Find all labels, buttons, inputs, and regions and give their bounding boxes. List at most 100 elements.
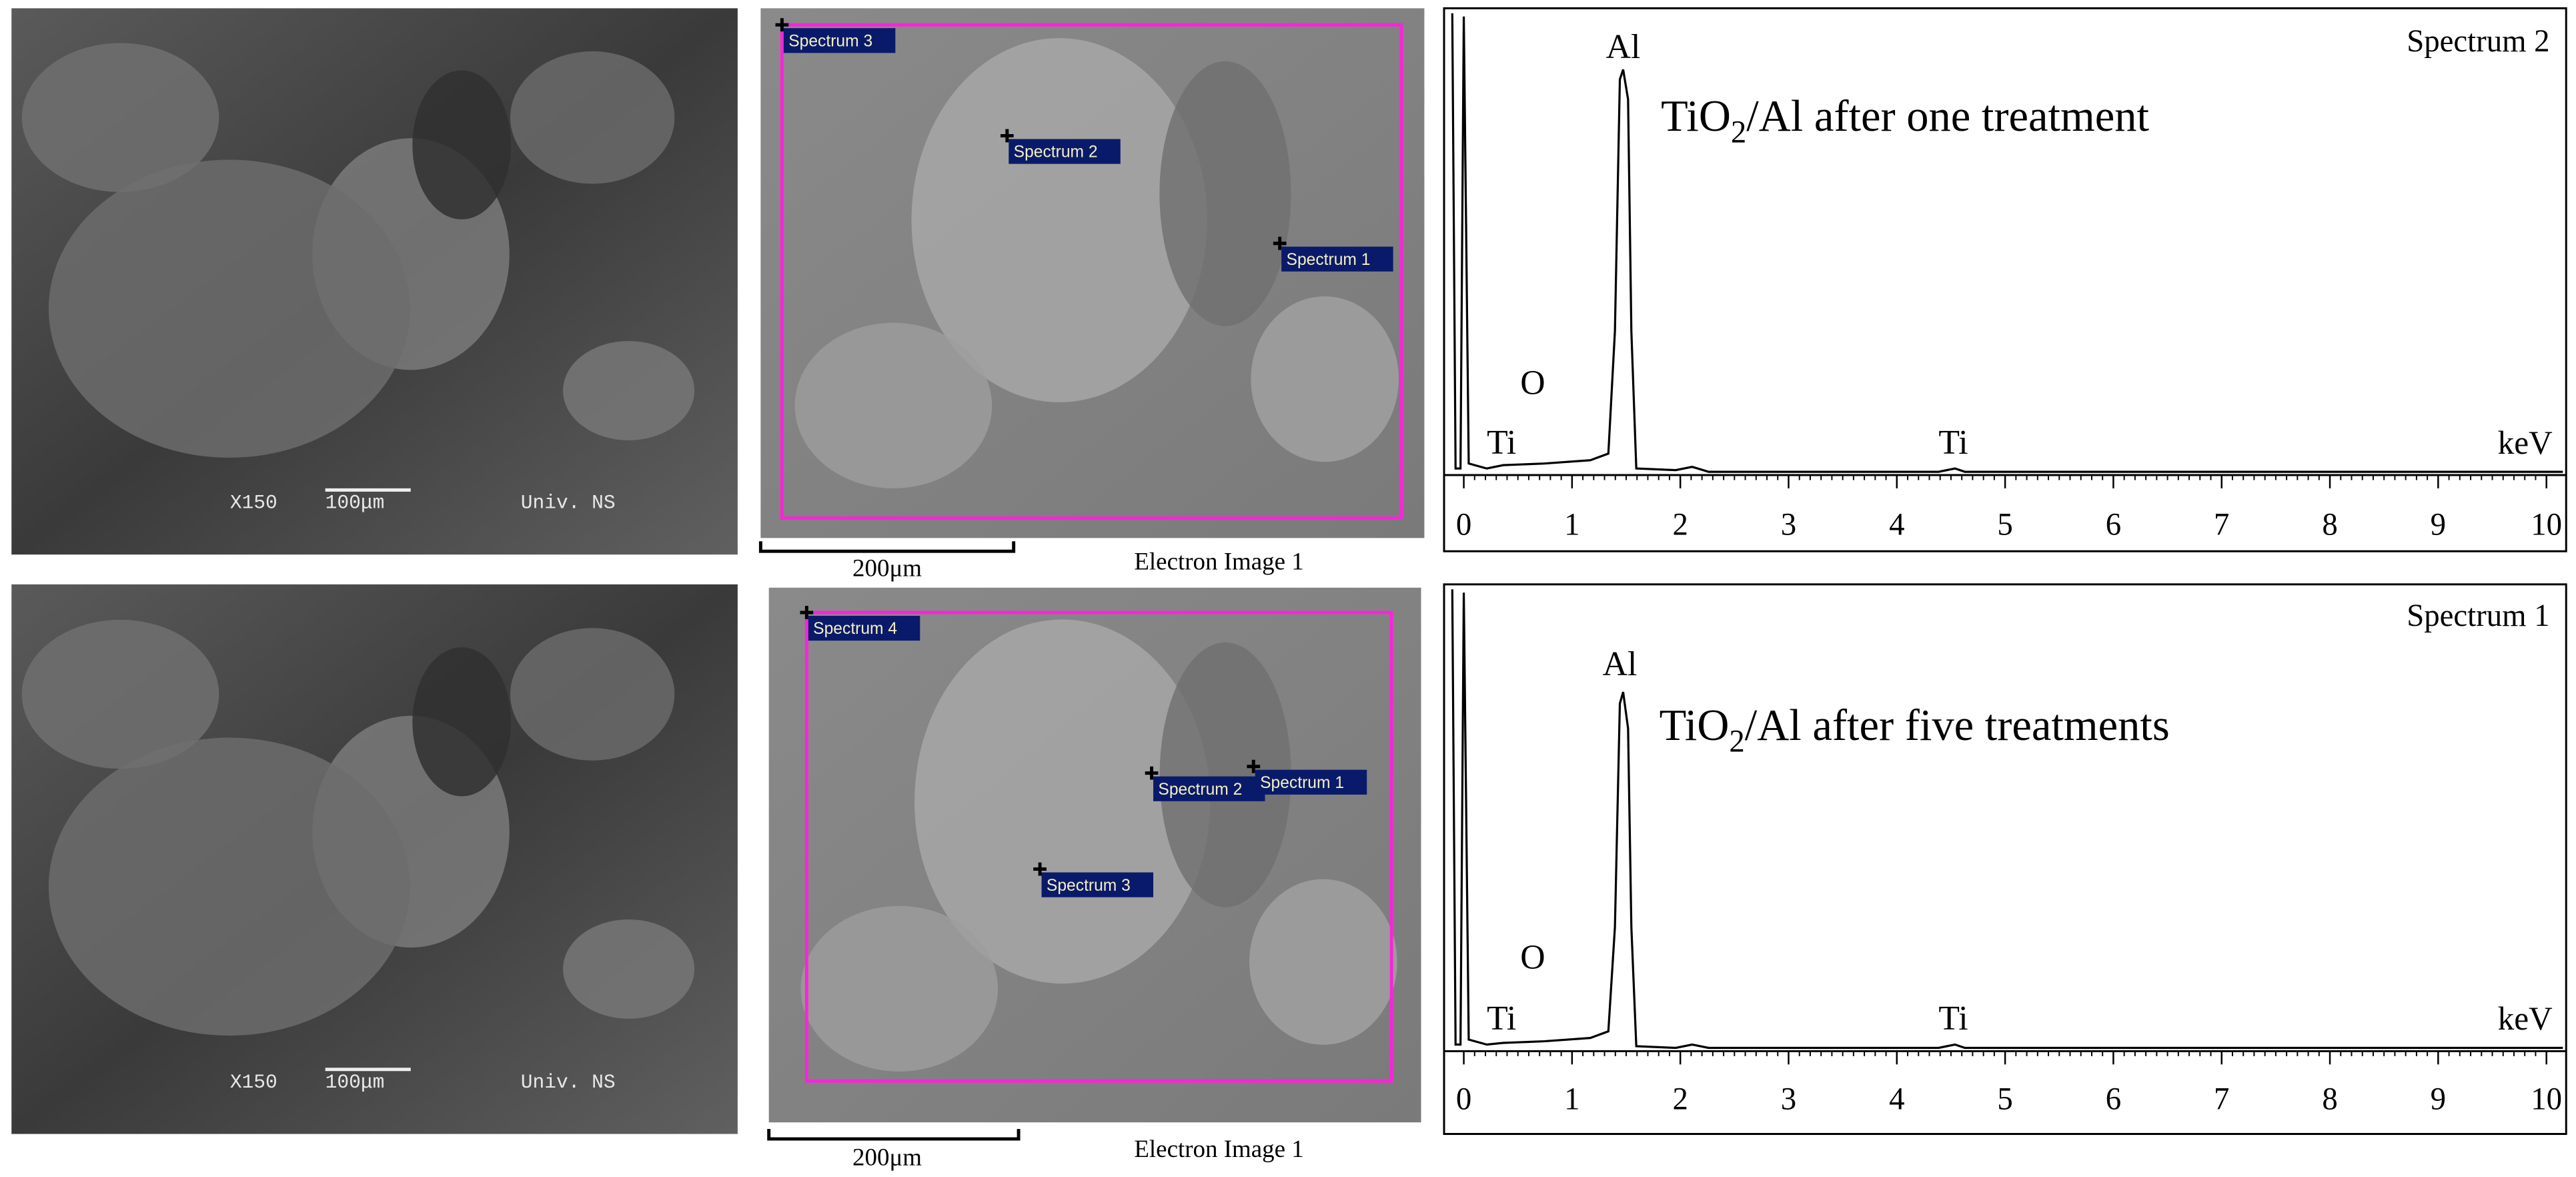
title-part: /Al after five treatments bbox=[1745, 701, 2170, 750]
spectrum-tag: Spectrum 1 bbox=[1287, 251, 1371, 269]
x-tick-label: 6 bbox=[2106, 1082, 2121, 1116]
x-tick-label: 2 bbox=[1672, 507, 1688, 542]
sem-lab: Univ. NS bbox=[521, 492, 616, 514]
sem-scale: 100μm bbox=[326, 1071, 385, 1094]
image-region bbox=[911, 38, 1207, 402]
title-part: TiO bbox=[1661, 92, 1731, 141]
axis-unit: keV bbox=[2498, 1000, 2553, 1037]
sem-grain bbox=[48, 737, 410, 1036]
panel: X150 100μm Univ. NS Spectrum 3 Spectrum 2 Spe… bbox=[11, 7, 2567, 582]
x-tick-label: 7 bbox=[2214, 507, 2229, 542]
x-tick-label: 5 bbox=[1997, 507, 2012, 542]
spectrum-marker bbox=[800, 606, 814, 619]
image-region bbox=[1251, 296, 1399, 462]
sem-grain bbox=[563, 341, 695, 440]
spectrum-tag: Spectrum 3 bbox=[1047, 877, 1131, 895]
sem-grain bbox=[21, 43, 219, 192]
x-tick-label: 10 bbox=[2531, 507, 2562, 542]
x-tick-label: 9 bbox=[2431, 507, 2446, 542]
spectrum-curve bbox=[1451, 13, 2563, 473]
spectrum-marker bbox=[775, 18, 789, 32]
sem-lab: Univ. NS bbox=[521, 1071, 616, 1094]
spectrum-tag-bg bbox=[783, 28, 896, 53]
panel: X150 100μm Univ. NS Spectrum 4 Spectrum 2 Spe… bbox=[11, 583, 2567, 1172]
sem-grain bbox=[510, 51, 675, 184]
spectrum-tag-bg bbox=[1153, 776, 1265, 801]
spectrum-name: Spectrum 1 bbox=[2407, 599, 2549, 633]
scale-bar bbox=[767, 1129, 1021, 1141]
spectrum-tag: Spectrum 2 bbox=[1014, 143, 1098, 161]
scale-label: 200μm bbox=[852, 554, 922, 582]
title-subscript: 2 bbox=[1731, 115, 1746, 149]
x-tick-label: 8 bbox=[2322, 1082, 2337, 1116]
peak-label: Ti bbox=[1487, 1000, 1516, 1038]
sem-grain bbox=[412, 70, 512, 220]
peak-label: O bbox=[1520, 364, 1545, 402]
spectrum-marker bbox=[1145, 766, 1159, 780]
spectrum-marker bbox=[1033, 862, 1047, 876]
peak-label: Ti bbox=[1487, 424, 1516, 462]
spectrum-tag: Spectrum 1 bbox=[1260, 774, 1344, 792]
sem-magnification: X150 bbox=[230, 492, 277, 514]
spectrum-tag-bg bbox=[1041, 872, 1154, 897]
image-region bbox=[794, 322, 993, 488]
spectrum-title: TiO2/Al after one treatment bbox=[1661, 92, 2149, 150]
analysis-frame bbox=[804, 611, 1393, 1083]
spectrum-tag-bg bbox=[1281, 246, 1393, 272]
peak-label: O bbox=[1520, 938, 1545, 976]
sem-grain bbox=[510, 628, 675, 761]
x-tick-label: 3 bbox=[1781, 507, 1796, 542]
peak-label: Ti bbox=[1938, 1000, 1968, 1038]
sem-grain bbox=[563, 919, 695, 1019]
spectrum-marker bbox=[1000, 129, 1014, 143]
spectrum-marker bbox=[1273, 236, 1287, 250]
image-caption: Electron Image 1 bbox=[1134, 1136, 1303, 1163]
sem-grain bbox=[21, 619, 219, 769]
x-tick-label: 8 bbox=[2322, 507, 2337, 542]
scale-label: 200μm bbox=[852, 1144, 922, 1172]
image-region bbox=[1159, 642, 1291, 907]
sem-grain bbox=[412, 647, 512, 797]
peak-label: Al bbox=[1603, 645, 1638, 683]
image-region bbox=[800, 905, 999, 1072]
axis-unit: keV bbox=[2498, 424, 2553, 461]
spectrum-frame bbox=[1443, 7, 2567, 552]
spectrum-tag: Spectrum 4 bbox=[813, 620, 897, 638]
title-part: TiO bbox=[1660, 701, 1730, 750]
spectrum-tag-bg bbox=[1009, 139, 1121, 164]
peak-label: Ti bbox=[1938, 424, 1968, 462]
sem-scale: 100μm bbox=[326, 492, 385, 514]
scale-bar bbox=[758, 541, 1016, 553]
image-region bbox=[1249, 879, 1397, 1045]
x-tick-label: 4 bbox=[1889, 1082, 1904, 1116]
x-tick-label: 4 bbox=[1889, 507, 1904, 542]
x-tick-label: 1 bbox=[1564, 1082, 1579, 1116]
spectrum-tag-bg bbox=[808, 615, 920, 641]
spectrum-title: TiO2/Al after five treatments bbox=[1660, 701, 2170, 759]
peak-label: Al bbox=[1606, 28, 1641, 66]
x-tick-label: 3 bbox=[1781, 1082, 1796, 1116]
title-subscript: 2 bbox=[1729, 724, 1744, 759]
sem-grain bbox=[48, 159, 410, 458]
analysis-frame bbox=[780, 23, 1403, 520]
x-tick-label: 0 bbox=[1456, 1082, 1471, 1116]
x-tick-label: 0 bbox=[1456, 507, 1471, 542]
x-tick-label: 1 bbox=[1564, 507, 1579, 542]
spectrum-marker bbox=[1247, 759, 1261, 773]
image-region bbox=[1159, 61, 1291, 326]
x-tick-label: 7 bbox=[2214, 1082, 2229, 1116]
spectrum-tag: Spectrum 2 bbox=[1158, 781, 1242, 799]
x-tick-label: 2 bbox=[1672, 1082, 1688, 1116]
x-tick-label: 5 bbox=[1997, 1082, 2012, 1116]
x-tick-label: 10 bbox=[2531, 1082, 2562, 1116]
spectrum-tag-bg bbox=[1255, 769, 1367, 795]
spectrum-curve bbox=[1451, 589, 2563, 1050]
spectrum-tag: Spectrum 3 bbox=[788, 32, 872, 50]
title-part: /Al after one treatment bbox=[1746, 92, 2149, 141]
x-tick-label: 9 bbox=[2431, 1082, 2446, 1116]
sem-magnification: X150 bbox=[230, 1071, 277, 1094]
spectrum-name: Spectrum 2 bbox=[2407, 24, 2549, 59]
x-tick-label: 6 bbox=[2106, 507, 2121, 542]
image-caption: Electron Image 1 bbox=[1134, 548, 1303, 575]
